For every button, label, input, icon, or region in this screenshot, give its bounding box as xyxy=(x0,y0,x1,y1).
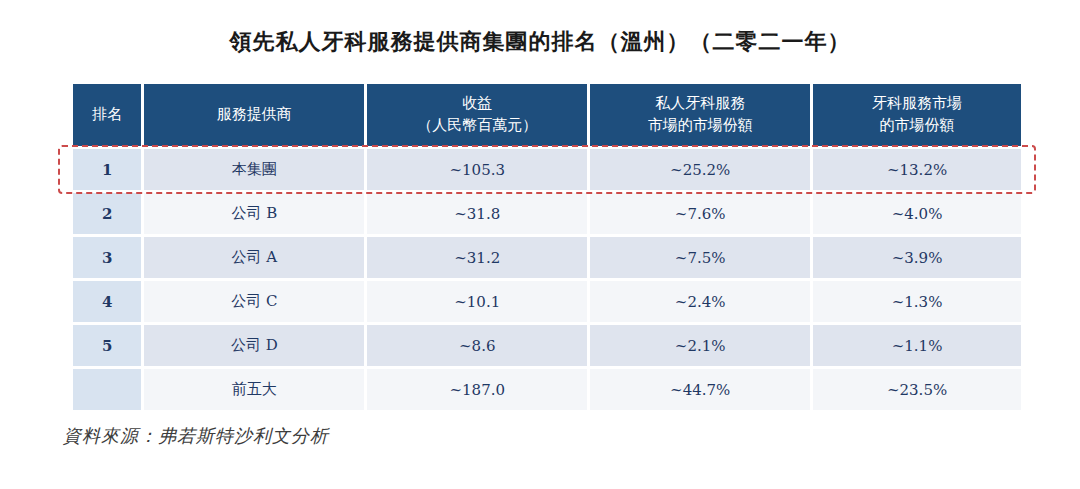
cell-revenue: ~31.2 xyxy=(367,237,587,278)
column-header-rank: 排名 xyxy=(73,84,141,146)
cell-revenue: ~10.1 xyxy=(367,281,587,322)
cell-rank: 1 xyxy=(73,149,141,190)
cell-rank: 4 xyxy=(73,281,141,322)
table-row: 前五大~187.0~44.7%~23.5% xyxy=(73,369,1021,410)
cell-provider: 公司 B xyxy=(144,193,364,234)
cell-provider: 前五大 xyxy=(144,369,364,410)
ranking-table: 排名服務提供商收益 （人民幣百萬元）私人牙科服務 市場的市場份額牙科服務市場 的… xyxy=(70,81,1024,413)
cell-private-share: ~2.4% xyxy=(590,281,810,322)
cell-dental-share: ~23.5% xyxy=(813,369,1021,410)
cell-private-share: ~2.1% xyxy=(590,325,810,366)
cell-private-share: ~25.2% xyxy=(590,149,810,190)
table-row: 4公司 C~10.1~2.4%~1.3% xyxy=(73,281,1021,322)
source-note: 資料來源：弗若斯特沙利文分析 xyxy=(63,424,329,448)
cell-dental-share: ~1.1% xyxy=(813,325,1021,366)
column-header-private-share: 私人牙科服務 市場的市場份額 xyxy=(590,84,810,146)
cell-revenue: ~187.0 xyxy=(367,369,587,410)
cell-dental-share: ~1.3% xyxy=(813,281,1021,322)
cell-provider: 公司 D xyxy=(144,325,364,366)
cell-rank: 2 xyxy=(73,193,141,234)
column-header-dental-share: 牙科服務市場 的市場份額 xyxy=(813,84,1021,146)
cell-revenue: ~8.6 xyxy=(367,325,587,366)
cell-private-share: ~7.6% xyxy=(590,193,810,234)
table-row-highlighted: 1本集團~105.3~25.2%~13.2% xyxy=(73,149,1021,190)
cell-private-share: ~44.7% xyxy=(590,369,810,410)
table-row: 3公司 A~31.2~7.5%~3.9% xyxy=(73,237,1021,278)
column-header-revenue: 收益 （人民幣百萬元） xyxy=(367,84,587,146)
cell-rank: 5 xyxy=(73,325,141,366)
cell-revenue: ~31.8 xyxy=(367,193,587,234)
table-title: 領先私人牙科服務提供商集團的排名（溫州）（二零二一年） xyxy=(0,27,1080,57)
table-row: 5公司 D~8.6~2.1%~1.1% xyxy=(73,325,1021,366)
cell-rank: 3 xyxy=(73,237,141,278)
cell-provider: 公司 A xyxy=(144,237,364,278)
cell-provider: 公司 C xyxy=(144,281,364,322)
cell-dental-share: ~4.0% xyxy=(813,193,1021,234)
cell-private-share: ~7.5% xyxy=(590,237,810,278)
cell-revenue: ~105.3 xyxy=(367,149,587,190)
cell-dental-share: ~3.9% xyxy=(813,237,1021,278)
cell-provider: 本集團 xyxy=(144,149,364,190)
cell-dental-share: ~13.2% xyxy=(813,149,1021,190)
cell-rank xyxy=(73,369,141,410)
table-row: 2公司 B~31.8~7.6%~4.0% xyxy=(73,193,1021,234)
column-header-provider: 服務提供商 xyxy=(144,84,364,146)
table-header-row: 排名服務提供商收益 （人民幣百萬元）私人牙科服務 市場的市場份額牙科服務市場 的… xyxy=(73,84,1021,146)
ranking-table-grid: 排名服務提供商收益 （人民幣百萬元）私人牙科服務 市場的市場份額牙科服務市場 的… xyxy=(70,81,1024,413)
